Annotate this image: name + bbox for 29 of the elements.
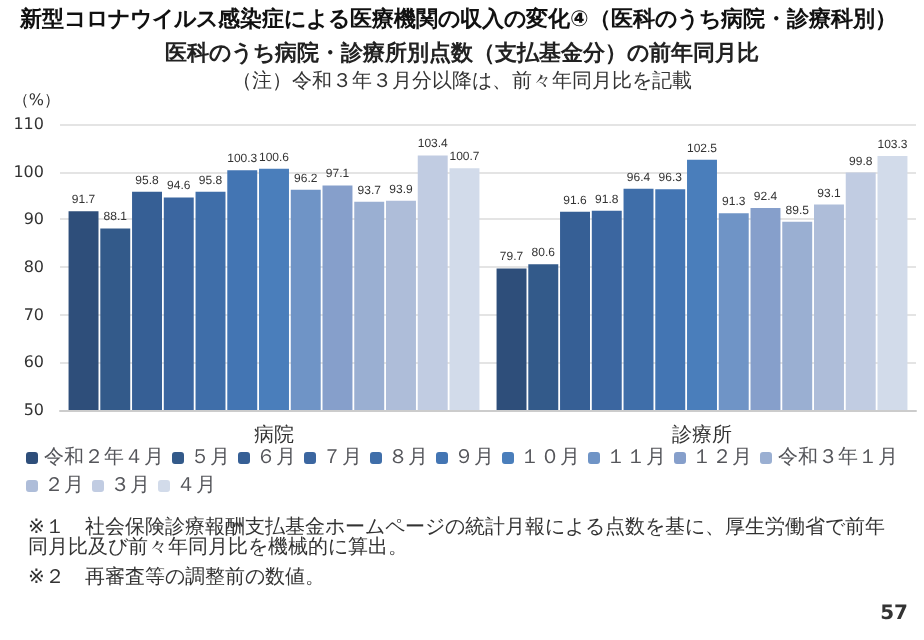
text: ※２ 再審査等の調整前の数値。 (28, 565, 325, 589)
legend-label: １２月 (692, 447, 752, 469)
text: 57 (880, 603, 909, 625)
legend-label: ４月 (176, 475, 216, 497)
text: （注）令和３年３月分以降は、前々年同月比を記載 (232, 69, 692, 93)
legend-label: １０月 (520, 447, 580, 469)
legend-label: ８月 (388, 447, 428, 469)
legend-label: ２月 (44, 475, 84, 497)
legend-label: ７月 (322, 447, 362, 469)
x-tick-label: 診療所 (672, 423, 732, 447)
legend-label: ９月 (454, 447, 494, 469)
text: ※１ 社会保険診療報酬支払基金ホームページの統計月報による点数を基に、厚生労働省で前年同月比及び前々年同月比を機械的に算出。 (28, 515, 885, 559)
y-tick-label: 100 (13, 162, 44, 181)
chart-title: 新型コロナウイルス感染症による医療機関の収入の変化④（医科のうち病院・診療科別） (18, 6, 897, 32)
y-tick-label: 60 (23, 353, 44, 372)
y-tick-label: 110 (13, 115, 44, 133)
y-axis-title: （%） (12, 91, 60, 109)
y-tick-label: 50 (23, 401, 44, 419)
legend-label: ５月 (190, 447, 230, 469)
y-tick-label: 80 (23, 258, 44, 276)
x-tick-label: 病院 (254, 423, 294, 447)
chart-subtitle: 医科のうち病院・診療所別点数（支払基金分）の前年同月比 (165, 40, 759, 66)
legend-label: １１月 (606, 447, 666, 469)
y-tick-label: 70 (23, 305, 44, 324)
legend-label: ３月 (110, 475, 150, 497)
legend-label: ６月 (256, 447, 296, 469)
y-tick-label: 90 (23, 210, 44, 229)
legend-label: 令和２年４月 (44, 445, 164, 469)
legend-label: 令和３年１月 (778, 445, 898, 469)
